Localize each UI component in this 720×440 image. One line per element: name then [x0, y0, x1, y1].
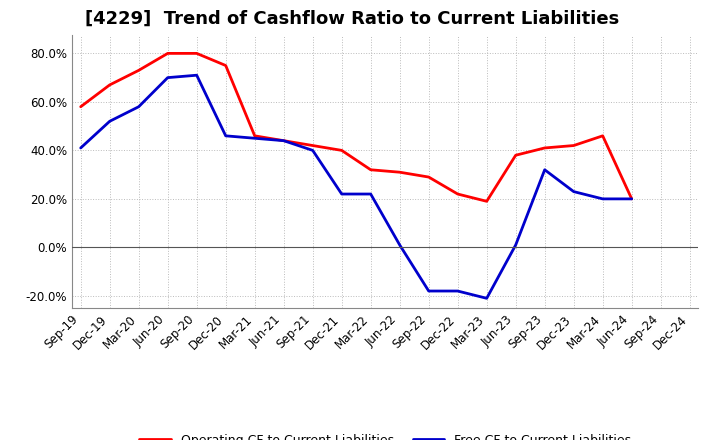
- Free CF to Current Liabilities: [338, 191, 346, 197]
- Free CF to Current Liabilities: [598, 196, 607, 202]
- Operating CF to Current Liabilities: [511, 153, 520, 158]
- Free CF to Current Liabilities: [454, 288, 462, 293]
- Operating CF to Current Liabilities: [308, 143, 317, 148]
- Operating CF to Current Liabilities: [251, 133, 259, 139]
- Free CF to Current Liabilities: [105, 119, 114, 124]
- Free CF to Current Liabilities: [627, 196, 636, 202]
- Free CF to Current Liabilities: [135, 104, 143, 110]
- Free CF to Current Liabilities: [570, 189, 578, 194]
- Operating CF to Current Liabilities: [454, 191, 462, 197]
- Operating CF to Current Liabilities: [541, 145, 549, 150]
- Operating CF to Current Liabilities: [163, 51, 172, 56]
- Operating CF to Current Liabilities: [395, 169, 404, 175]
- Free CF to Current Liabilities: [163, 75, 172, 80]
- Free CF to Current Liabilities: [424, 288, 433, 293]
- Free CF to Current Liabilities: [76, 145, 85, 150]
- Free CF to Current Liabilities: [511, 242, 520, 248]
- Operating CF to Current Liabilities: [279, 138, 288, 143]
- Operating CF to Current Liabilities: [192, 51, 201, 56]
- Free CF to Current Liabilities: [192, 73, 201, 78]
- Operating CF to Current Liabilities: [338, 148, 346, 153]
- Operating CF to Current Liabilities: [482, 199, 491, 204]
- Legend: Operating CF to Current Liabilities, Free CF to Current Liabilities: Operating CF to Current Liabilities, Fre…: [135, 429, 636, 440]
- Operating CF to Current Liabilities: [424, 174, 433, 180]
- Line: Free CF to Current Liabilities: Free CF to Current Liabilities: [81, 75, 631, 298]
- Operating CF to Current Liabilities: [366, 167, 375, 172]
- Operating CF to Current Liabilities: [76, 104, 85, 110]
- Operating CF to Current Liabilities: [627, 196, 636, 202]
- Operating CF to Current Liabilities: [221, 63, 230, 68]
- Text: [4229]  Trend of Cashflow Ratio to Current Liabilities: [4229] Trend of Cashflow Ratio to Curren…: [84, 10, 618, 28]
- Line: Operating CF to Current Liabilities: Operating CF to Current Liabilities: [81, 53, 631, 202]
- Free CF to Current Liabilities: [221, 133, 230, 139]
- Free CF to Current Liabilities: [251, 136, 259, 141]
- Operating CF to Current Liabilities: [598, 133, 607, 139]
- Free CF to Current Liabilities: [482, 296, 491, 301]
- Operating CF to Current Liabilities: [570, 143, 578, 148]
- Free CF to Current Liabilities: [366, 191, 375, 197]
- Operating CF to Current Liabilities: [105, 82, 114, 88]
- Free CF to Current Liabilities: [279, 138, 288, 143]
- Free CF to Current Liabilities: [395, 242, 404, 248]
- Operating CF to Current Liabilities: [135, 68, 143, 73]
- Free CF to Current Liabilities: [541, 167, 549, 172]
- Free CF to Current Liabilities: [308, 148, 317, 153]
